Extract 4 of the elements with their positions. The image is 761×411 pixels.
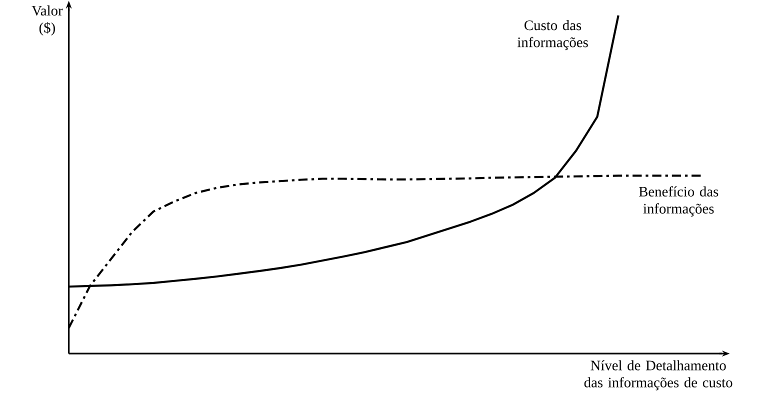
y-axis-title: Valor ($) <box>32 6 63 36</box>
x-axis-title: Nível de Detalhamento das informações de custo <box>584 360 732 391</box>
series-label: Benefício das informações <box>638 186 718 217</box>
series-label: Custo das informações <box>517 20 588 50</box>
